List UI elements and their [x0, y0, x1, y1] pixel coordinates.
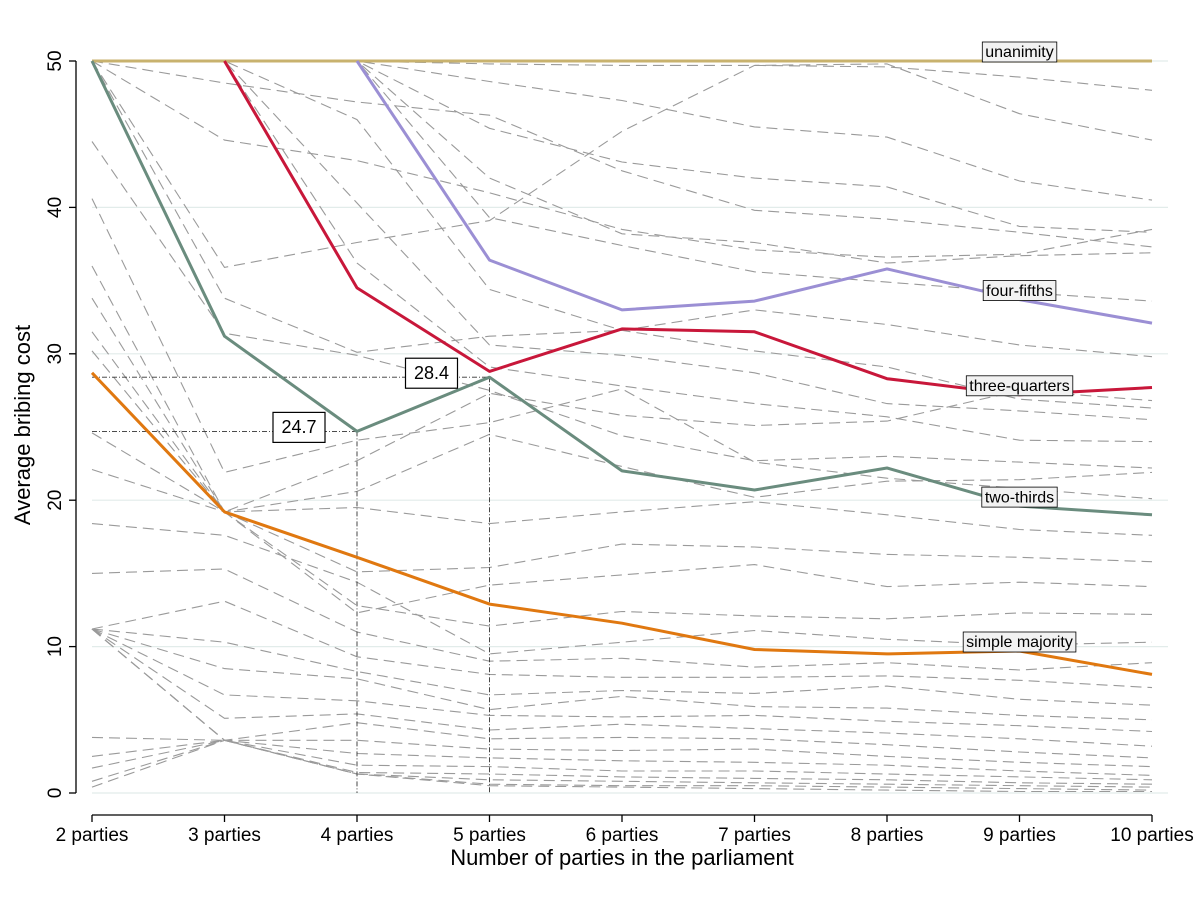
- background-series-line: [91, 568, 1153, 671]
- background-series-line: [92, 60, 1153, 302]
- background-series-line: [91, 141, 1153, 469]
- series-label-four-fifths: four-fifths: [982, 280, 1057, 302]
- background-series-line: [91, 739, 1152, 793]
- series-label-box: [981, 41, 1058, 63]
- background-series-line: [92, 60, 1153, 421]
- y-tick-label: 40: [45, 197, 66, 218]
- background-series-line: [91, 628, 1153, 776]
- x-tick-label: 7 parties: [718, 825, 791, 846]
- series-label-text: two-thirds: [985, 489, 1054, 506]
- background-series-line: [91, 739, 1153, 788]
- x-tick-label: 4 parties: [321, 825, 394, 846]
- series-labels: unanimity four-fifths three-quarters two-th…: [962, 41, 1077, 653]
- x-tick-label: 6 parties: [586, 825, 659, 846]
- series-label-text: four-fifths: [986, 283, 1053, 300]
- y-tick-label: 10: [45, 636, 66, 657]
- gridlines: [92, 60, 1168, 794]
- series-label-three-quarters: three-quarters: [965, 375, 1074, 397]
- axes: 0 10 20 30 40 50 2 parties 3 parties 4 parties 5 …: [45, 50, 1194, 846]
- background-series-line: [91, 198, 1153, 500]
- background-series-line: [92, 60, 1153, 91]
- background-series-line: [91, 628, 1153, 768]
- value-callout-text: 28.4: [414, 363, 449, 383]
- main-series: [90, 59, 1153, 676]
- background-series-line: [91, 468, 1153, 627]
- background-series-line: [91, 297, 1153, 513]
- series-label-simple-majority: simple majority: [962, 631, 1077, 653]
- x-tick-label: 5 parties: [453, 825, 526, 846]
- series-label-text: unanimity: [985, 44, 1053, 61]
- y-tick-label: 0: [45, 788, 66, 799]
- background-series-line: [92, 60, 1153, 201]
- x-tick-label: 9 parties: [983, 825, 1056, 846]
- x-tick-label: 8 parties: [851, 825, 924, 846]
- background-series-line: [91, 60, 1153, 258]
- background-series-line: [91, 628, 1153, 706]
- x-axis-title: Number of parties in the parliament: [450, 845, 794, 870]
- background-series-line: [91, 60, 1153, 248]
- background-series-line: [91, 628, 1153, 733]
- value-callouts: 28.4 24.7: [272, 357, 459, 443]
- y-axis-title: Average bribing cost: [10, 325, 35, 525]
- background-series-line: [91, 736, 1153, 781]
- background-series: [91, 60, 1153, 793]
- series-label-text: simple majority: [966, 634, 1073, 651]
- background-series-line: [91, 600, 1153, 689]
- y-tick-label: 20: [45, 490, 66, 511]
- background-series-line: [91, 739, 1153, 791]
- series-line-two-thirds: [90, 60, 1153, 517]
- value-callout-box: [404, 357, 459, 389]
- background-series-line: [91, 265, 1153, 536]
- series-label-text: three-quarters: [969, 378, 1070, 395]
- series-label-box: [982, 280, 1057, 302]
- x-tick-label: 10 parties: [1110, 825, 1193, 846]
- series-label-two-thirds: two-thirds: [981, 486, 1058, 508]
- x-tick-label: 2 parties: [56, 825, 129, 846]
- value-callout: 28.4: [404, 357, 459, 389]
- background-series-line: [91, 331, 1153, 573]
- series-line-simple-majority: [90, 371, 1153, 676]
- y-tick-label: 50: [45, 50, 66, 71]
- background-series-line: [92, 60, 1153, 443]
- series-label-unanimity: unanimity: [981, 41, 1058, 63]
- value-callout-box: [272, 411, 326, 443]
- series-label-box: [981, 486, 1058, 508]
- y-tick-label: 30: [45, 343, 66, 364]
- x-tick-label: 3 parties: [188, 825, 261, 846]
- background-series-line: [91, 432, 1153, 614]
- value-callout: 24.7: [272, 411, 326, 443]
- background-series-line: [91, 628, 1153, 721]
- background-series-line: [91, 628, 1153, 759]
- series-label-box: [962, 631, 1077, 653]
- background-series-line: [91, 60, 1153, 269]
- value-callout-text: 24.7: [281, 417, 316, 437]
- series-label-box: [965, 375, 1074, 397]
